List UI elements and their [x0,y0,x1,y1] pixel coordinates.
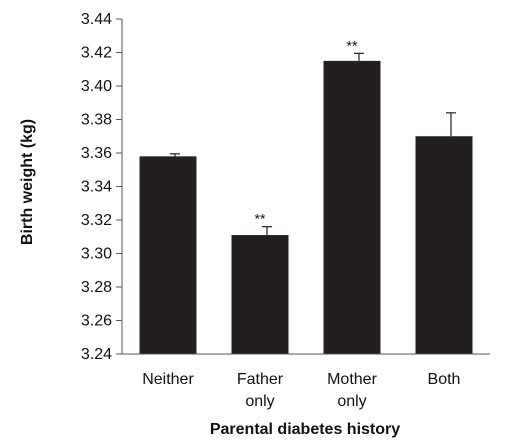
significance-label: ** [347,37,358,53]
x-axis-title: Parental diabetes history [210,421,400,438]
bar [415,136,473,354]
y-tick-label: 3.42 [81,45,112,62]
y-tick-label: 3.38 [81,112,112,129]
y-tick-label: 3.32 [81,212,112,229]
y-tick-label: 3.40 [81,78,112,95]
x-tick-label: only [245,393,274,410]
y-axis-title: Birth weight (kg) [19,119,36,245]
x-tick-label: Neither [142,371,194,388]
y-axis: 3.24 3.26 3.28 3.30 3.32 3.34 3.36 3.38 3.40 3.42… [81,11,123,363]
y-tick-label: 3.36 [81,145,112,162]
y-tick-label: 3.30 [81,246,112,263]
bars-group: ** ** [139,37,473,354]
y-tick-label: 3.34 [81,179,112,196]
y-tick-label: 3.28 [81,279,112,296]
x-axis: Neither Father only Mother only Both [122,353,490,410]
x-tick-label: Both [428,371,461,388]
x-tick-label: only [337,393,366,410]
x-tick-label: Mother [327,371,377,388]
x-tick-label: Father [237,371,284,388]
bar [231,235,289,354]
significance-label: ** [255,211,266,227]
bar [139,156,197,354]
y-tick-label: 3.44 [81,11,112,28]
y-tick-label: 3.26 [81,313,112,330]
bar [323,60,381,354]
y-tick-label: 3.24 [81,346,112,363]
